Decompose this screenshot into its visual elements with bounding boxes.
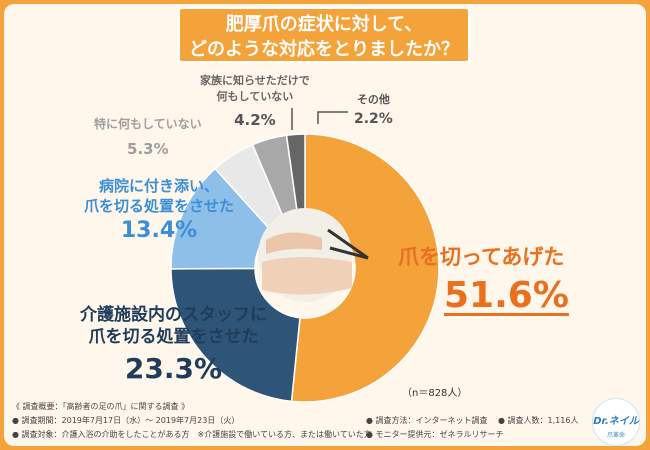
other-leader-line (317, 111, 348, 124)
title-line-2: どのような対応をとりましたか？ (189, 39, 459, 60)
label-nothing: 特に何もしていない 5.3% (94, 115, 202, 158)
label-hospital-pct: 13.4% (120, 218, 198, 243)
label-facility-staff-pct: 23.3% (124, 352, 223, 385)
label-other-pct: 2.2% (354, 111, 393, 127)
label-nothing-pct: 5.3% (127, 140, 169, 158)
footer-monitor: ● モニター提供元：ゼネラルリサーチ (366, 430, 504, 439)
footer-method: ● 調査方法：インターネット調査 (366, 416, 488, 425)
logo-sub-text: 爪革命 (606, 432, 625, 439)
label-facility-staff-name-1: 介護施設内のスタッフに (80, 305, 267, 325)
label-family-only: 家族に知らせただけで 何もしていない 4.2% (200, 73, 310, 129)
footer-period: ● 調査期間：2019年7月17日（水）～ 2019年7月23日（火） (12, 416, 240, 425)
footer-target: ● 調査対象：介護入浴の介助をしたことがある方 ※介護施設で働いている方、または… (12, 430, 372, 439)
footer-people: ● 調査人数：1,116人 (498, 416, 579, 425)
chart-title: 肥厚爪の症状に対して、 どのような対応をとりましたか？ (178, 7, 470, 63)
label-facility-staff-name-2: 爪を切る処置をさせた (88, 327, 259, 347)
center-photo (258, 208, 369, 302)
sample-size-note: （n＝828人） (402, 388, 468, 399)
label-other: その他 2.2% (354, 91, 393, 127)
logo-main-text: Dr.ネイル (593, 416, 639, 427)
label-family-only-name-1: 家族に知らせただけで (200, 74, 310, 87)
label-cut-nails-name: 爪を切ってあげた (398, 245, 565, 269)
dr-nail-logo: Dr.ネイル 爪革命 (592, 398, 640, 446)
title-line-1: 肥厚爪の症状に対して、 (225, 14, 423, 35)
label-cut-nails: 爪を切ってあげた 51.6% (398, 241, 569, 316)
label-other-name: その他 (356, 93, 390, 106)
label-family-only-name-2: 何もしていない (216, 90, 294, 103)
slice-facility-staff (170, 267, 301, 403)
footer-summary: 《 調査概要：「高齢者の足の爪」に関する調査 》 (12, 402, 190, 411)
label-hospital-name-2: 爪を切る処置をさせた (84, 197, 235, 215)
label-hospital: 病院に付き添い、 爪を切る処置をさせた 13.4% (84, 176, 234, 243)
label-nothing-name: 特に何もしていない (94, 117, 202, 131)
label-family-only-pct: 4.2% (234, 111, 276, 129)
label-hospital-name-1: 病院に付き添い、 (99, 177, 220, 195)
label-facility-staff: 介護施設内のスタッフに 爪を切る処置をさせた 23.3% (80, 304, 267, 385)
label-cut-nails-pct: 51.6% (444, 275, 569, 316)
